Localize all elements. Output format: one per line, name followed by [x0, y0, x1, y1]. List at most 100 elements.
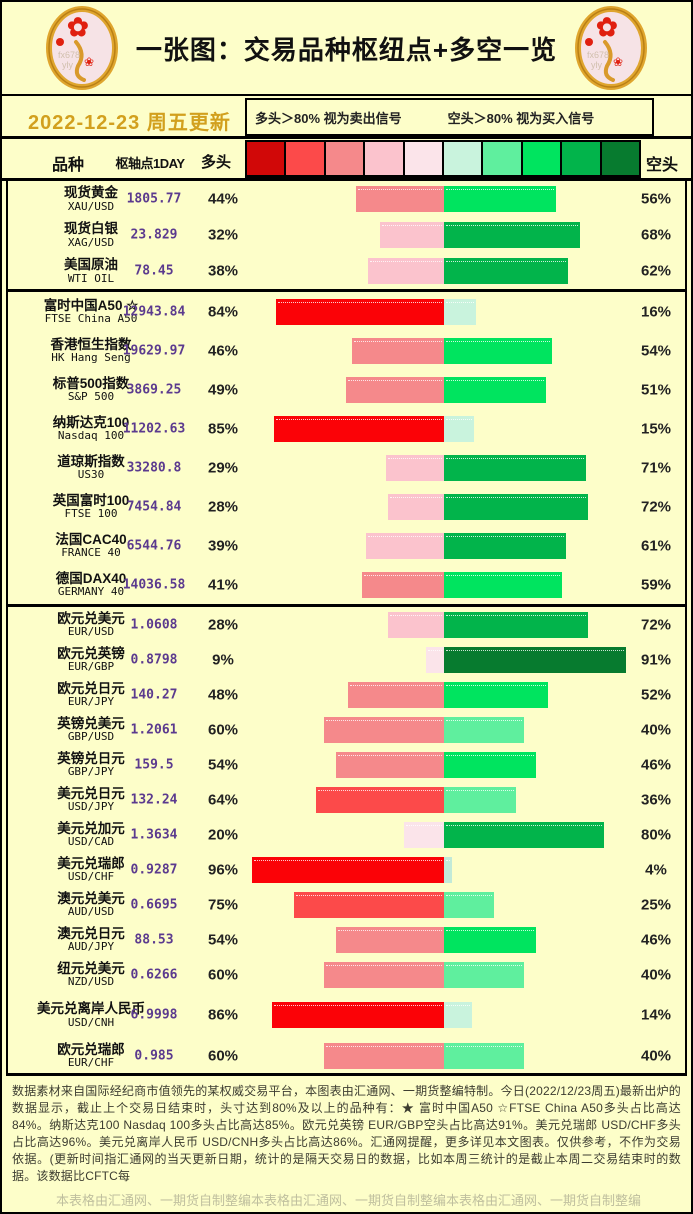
long-percent: 32%: [207, 226, 239, 244]
short-percent: 59%: [640, 576, 672, 593]
instrument-name-zh: 富时中国A50 ☆: [43, 297, 139, 313]
instrument-name: 澳元兑美元 AUD/USD: [12, 890, 170, 918]
long-bar: [388, 493, 444, 520]
long-percent: 38%: [207, 262, 239, 280]
pivot-value: 14036.58: [122, 577, 186, 592]
short-bar: [444, 751, 536, 778]
short-percent: 54%: [640, 342, 672, 359]
instrument-name-en: USD/JPY: [67, 799, 115, 813]
instrument-name-en: S&P 500: [67, 389, 115, 403]
short-percent: 68%: [640, 226, 672, 244]
long-bar: [348, 681, 444, 708]
instrument-name: 澳元兑日元 AUD/JPY: [12, 925, 170, 953]
short-bar: [444, 611, 588, 638]
svg-text:✿: ✿: [67, 12, 89, 42]
pivot-value: 6544.76: [126, 538, 182, 553]
scale-color-cell: [247, 142, 287, 175]
scale-color-cell: [483, 142, 523, 175]
short-bar: [444, 571, 562, 598]
long-bar: [426, 646, 444, 673]
instrument-name: 香港恒生指数 HK Hang Seng: [12, 336, 170, 364]
short-bar: [444, 376, 546, 403]
short-percent: 40%: [640, 1047, 672, 1064]
short-bar: [444, 222, 580, 248]
short-percent: 71%: [640, 459, 672, 476]
table-group-forex: 欧元兑美元 EUR/USD 1.0608 28% 72% 欧元兑英镑 EUR/G…: [8, 607, 685, 1076]
instrument-name: 欧元兑英镑 EUR/GBP: [12, 645, 170, 673]
pivot-value: 0.6695: [130, 897, 178, 912]
instrument-name-zh: 欧元兑日元: [57, 680, 125, 696]
instrument-name-en: EUR/JPY: [67, 694, 115, 708]
instrument-name-zh: 欧元兑美元: [57, 610, 125, 626]
pivot-value: 140.27: [130, 687, 178, 702]
short-percent: 15%: [640, 420, 672, 437]
instrument-name-zh: 英国富时100: [52, 492, 130, 508]
long-bar: [324, 961, 444, 988]
column-header-long: 多头: [200, 154, 231, 171]
short-bar: [444, 716, 524, 743]
short-percent: 4%: [645, 861, 667, 878]
short-bar: [444, 926, 536, 953]
instrument-name-zh: 美元兑离岸人民币: [37, 1000, 145, 1016]
long-percent: 48%: [207, 686, 239, 703]
table-row: 美元兑瑞郎 USD/CHF 0.9287 96% 4%: [8, 852, 685, 887]
pivot-value: 33280.8: [126, 460, 182, 475]
column-header-pivot: 枢轴点1DAY: [115, 156, 185, 171]
legend-short-signal: 空头＞80% 视为买入信号: [447, 110, 595, 126]
short-bar: [444, 646, 626, 673]
pivot-value: 1805.77: [126, 191, 182, 207]
short-bar: [444, 681, 548, 708]
instrument-name: 法国CAC40 FRANCE 40: [12, 531, 170, 559]
short-percent: 61%: [640, 537, 672, 554]
table-row: 法国CAC40 FRANCE 40 6544.76 39% 61%: [8, 526, 685, 565]
scale-color-cell: [444, 142, 484, 175]
svg-text:yly: yly: [591, 60, 602, 70]
instrument-name-zh: 香港恒生指数: [50, 336, 132, 352]
long-percent: 64%: [207, 791, 239, 808]
short-bar: [444, 186, 556, 212]
footer: 数据素材来自国际经纪商市值领先的某权威交易平台，本图表由汇通网、一期货整编特制。…: [2, 1076, 691, 1209]
pivot-value: 23.829: [130, 227, 178, 243]
instrument-name: 美元兑离岸人民币 USD/CNH: [12, 1001, 170, 1029]
short-percent: 80%: [640, 826, 672, 843]
pivot-value: 0.6266: [130, 967, 178, 982]
short-bar: [444, 415, 474, 442]
short-percent: 16%: [640, 303, 672, 320]
long-percent: 84%: [207, 303, 239, 320]
table-row: 欧元兑英镑 EUR/GBP 0.8798 9% 91%: [8, 642, 685, 677]
long-percent: 39%: [207, 537, 239, 554]
instrument-name-zh: 标普500指数: [52, 375, 130, 391]
pivot-value: 11202.63: [122, 421, 186, 436]
long-percent: 75%: [207, 896, 239, 913]
instrument-name: 美元兑瑞郎 USD/CHF: [12, 855, 170, 883]
svg-text:fx678: fx678: [587, 50, 609, 60]
instrument-name-zh: 道琼斯指数: [57, 453, 125, 469]
instrument-name: 欧元兑日元 EUR/JPY: [12, 680, 170, 708]
instrument-name: 美国原油 WTI OIL: [12, 257, 170, 285]
scale-color-cell: [562, 142, 602, 175]
pivot-value: 0.985: [134, 1048, 174, 1063]
instrument-name-zh: 澳元兑日元: [57, 925, 125, 941]
scale-color-cell: [325, 142, 366, 175]
long-bar: [352, 337, 444, 364]
instrument-name-en: HK Hang Seng: [51, 350, 131, 364]
table-row: 现货黄金 XAU/USD 1805.77 44% 56%: [8, 181, 685, 217]
table-row: 美元兑离岸人民币 USD/CNH 6.9998 86% 14%: [8, 992, 685, 1038]
long-percent: 85%: [207, 420, 239, 437]
short-bar: [444, 856, 452, 883]
instrument-name: 美元兑加元 USD/CAD: [12, 820, 170, 848]
long-bar: [336, 926, 444, 953]
update-date: 2022-12-23 周五更新: [28, 112, 231, 134]
short-bar: [444, 258, 568, 284]
short-percent: 25%: [640, 896, 672, 913]
long-percent: 29%: [207, 459, 239, 476]
instrument-name-en: GBP/JPY: [67, 764, 115, 778]
instrument-name: 现货黄金 XAU/USD: [12, 185, 170, 213]
instrument-name-en: NZD/USD: [67, 974, 115, 988]
short-bar: [444, 493, 588, 520]
short-bar: [444, 1002, 472, 1028]
table-row: 美元兑日元 USD/JPY 132.24 64% 36%: [8, 782, 685, 817]
credit-text: 本表格由汇通网、一期货自制整编: [446, 1193, 642, 1209]
scale-color-cell: [286, 142, 326, 175]
